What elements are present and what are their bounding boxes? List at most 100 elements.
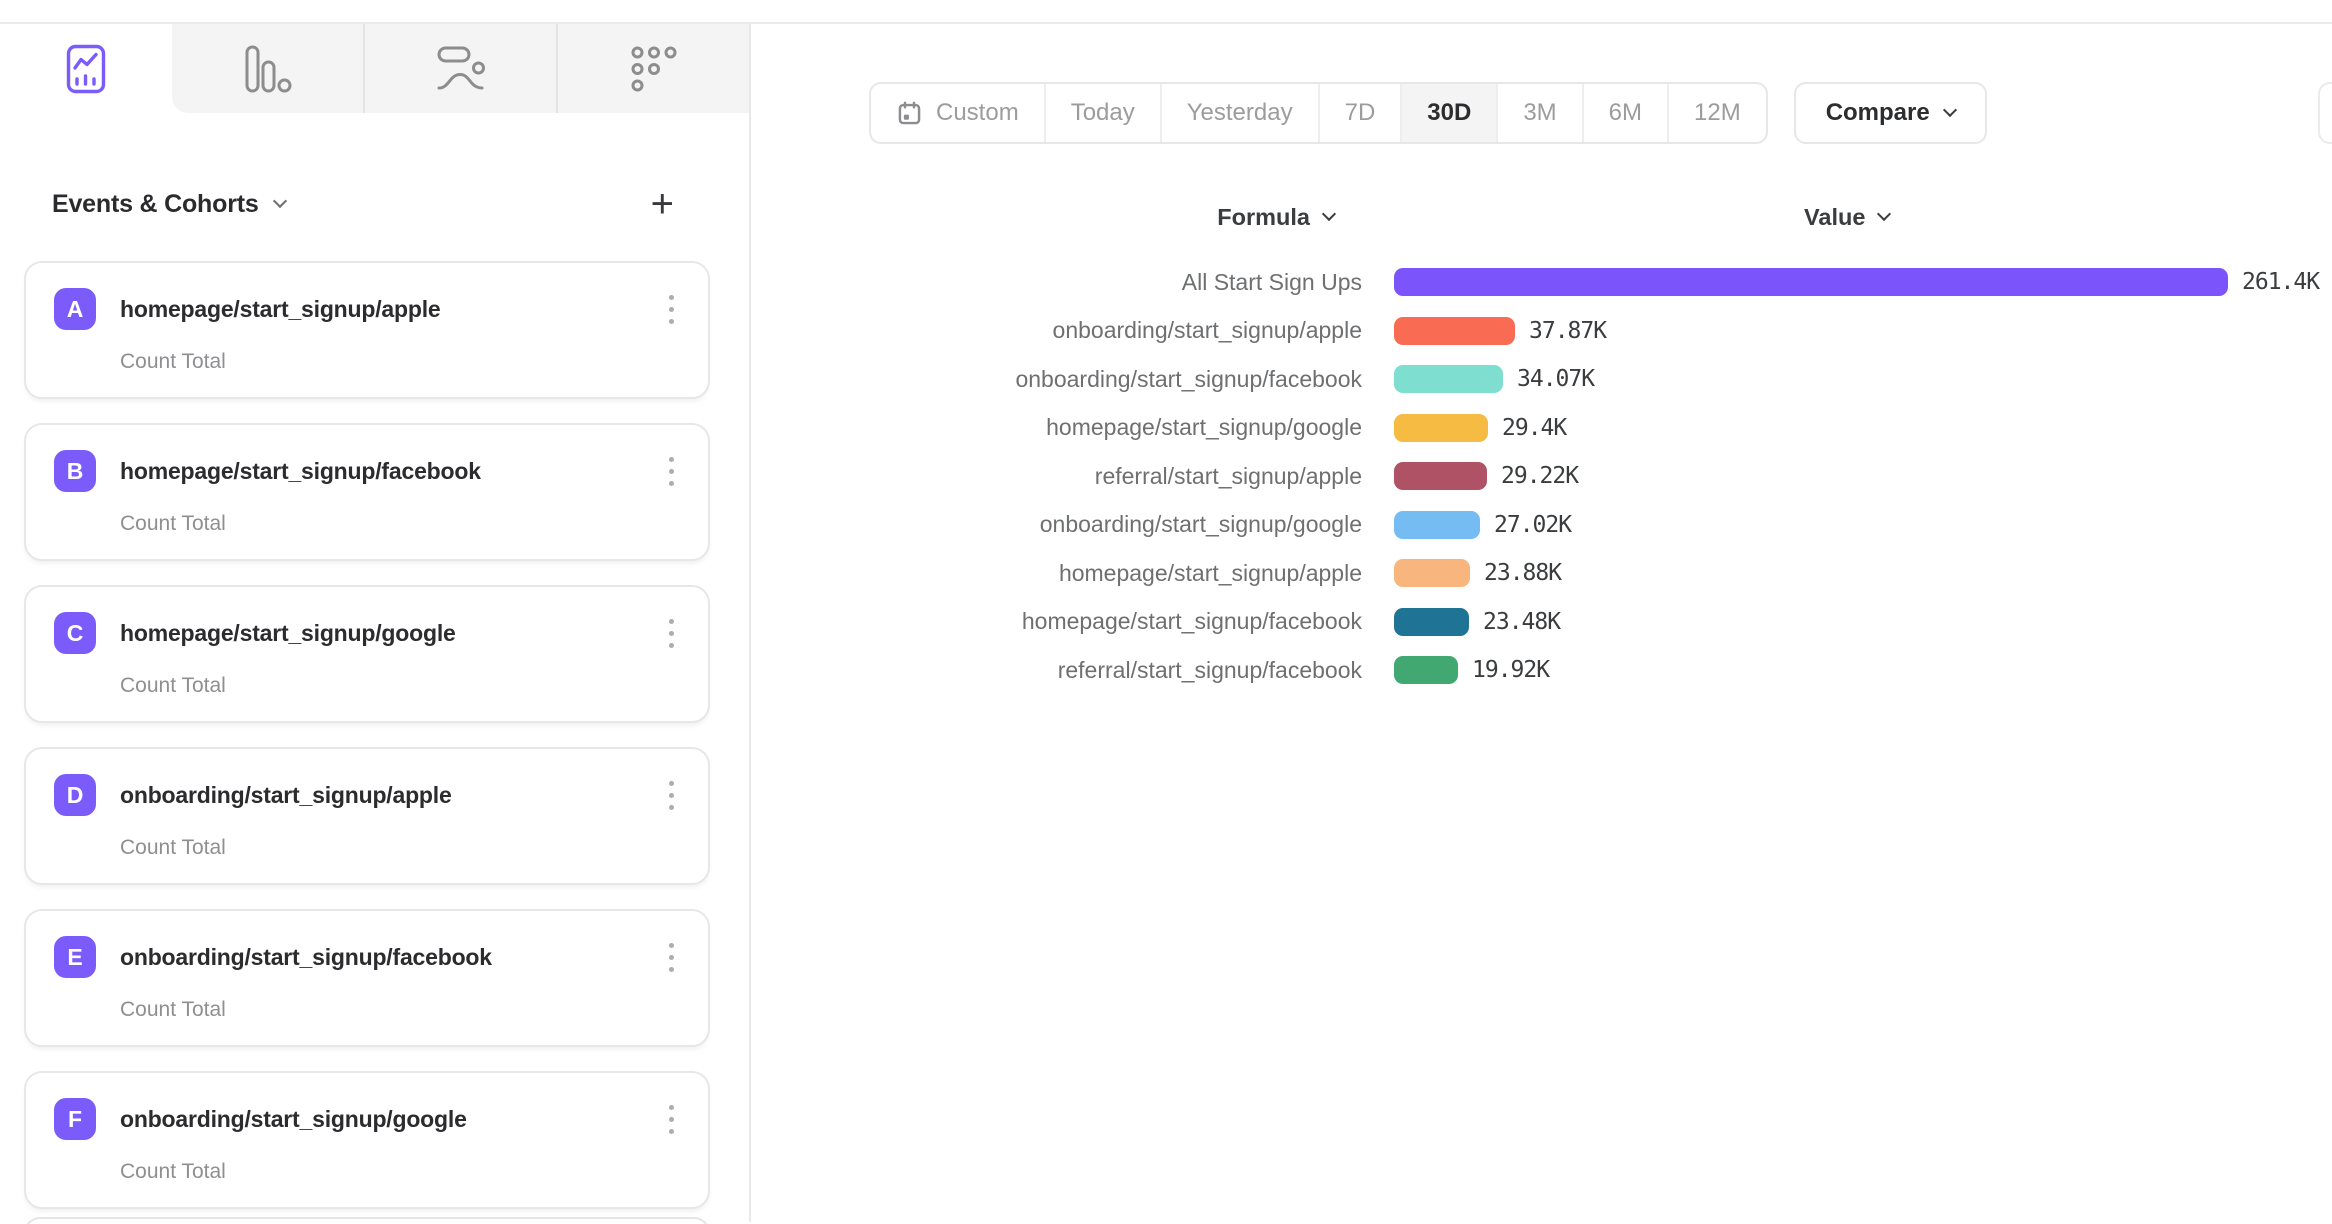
row-bar[interactable] xyxy=(1394,365,1503,394)
date-range-picker: Custom Today Yesterday 7D 30D 3M 6M 12M xyxy=(869,82,1768,144)
event-metric[interactable]: Count Total xyxy=(120,350,226,373)
flows-report-icon xyxy=(437,46,485,89)
row-label[interactable]: referral/start_signup/apple xyxy=(1094,462,1362,489)
chart-row: onboarding/start_signup/facebook 34.07K xyxy=(751,355,2332,404)
inactive-tab-group xyxy=(172,24,749,113)
add-event-button[interactable]: + xyxy=(650,182,674,226)
row-bar[interactable] xyxy=(1394,413,1488,442)
event-letter-badge: B xyxy=(54,450,96,492)
row-value: 19.92K xyxy=(1472,657,1550,684)
row-label[interactable]: referral/start_signup/facebook xyxy=(1057,656,1362,683)
formula-column-header[interactable]: Formula xyxy=(1217,204,1337,231)
bar-chart: Formula Value All Start Sign Ups 261.4K … xyxy=(751,200,2332,695)
row-value: 37.87K xyxy=(1529,317,1607,344)
next-card-hint xyxy=(24,1217,710,1224)
row-value: 34.07K xyxy=(1517,366,1595,393)
chart-row: referral/start_signup/apple 29.22K xyxy=(751,452,2332,501)
event-metric[interactable]: Count Total xyxy=(120,1160,226,1183)
chart-row: onboarding/start_signup/google 27.02K xyxy=(751,501,2332,550)
event-metric[interactable]: Count Total xyxy=(120,998,226,1021)
date-range-label: Yesterday xyxy=(1186,99,1293,126)
chart-row: homepage/start_signup/facebook 23.48K xyxy=(751,598,2332,647)
row-bar[interactable] xyxy=(1394,462,1487,491)
chart-row: homepage/start_signup/apple 23.88K xyxy=(751,549,2332,598)
date-range-12m[interactable]: 12M xyxy=(1667,84,1766,142)
chevron-down-icon xyxy=(1321,206,1337,222)
line-chart-report-icon xyxy=(66,44,106,93)
calendar-icon xyxy=(898,101,921,124)
row-label[interactable]: onboarding/start_signup/google xyxy=(1039,511,1362,538)
date-range-custom[interactable]: Custom xyxy=(871,84,1044,142)
compare-button[interactable]: Compare xyxy=(1793,82,1987,144)
event-card[interactable]: A homepage/start_signup/apple Count Tota… xyxy=(24,261,710,399)
date-range-today[interactable]: Today xyxy=(1043,84,1160,142)
row-bar[interactable] xyxy=(1394,559,1470,588)
chart-row: homepage/start_signup/google 29.4K xyxy=(751,404,2332,453)
row-label[interactable]: homepage/start_signup/facebook xyxy=(1021,608,1362,635)
row-label[interactable]: onboarding/start_signup/facebook xyxy=(1015,365,1362,392)
row-value: 29.4K xyxy=(1502,414,1567,441)
row-value: 23.48K xyxy=(1483,608,1561,635)
event-name: homepage/start_signup/facebook xyxy=(120,457,481,484)
events-cohorts-header: Events & Cohorts + xyxy=(24,182,710,226)
tab-bar-chart[interactable] xyxy=(172,24,363,113)
row-value: 29.22K xyxy=(1501,463,1579,490)
row-bar[interactable] xyxy=(1394,316,1515,345)
event-letter-badge: E xyxy=(54,936,96,978)
date-range-yesterday[interactable]: Yesterday xyxy=(1159,84,1318,142)
event-metric[interactable]: Count Total xyxy=(120,674,226,697)
kebab-menu-icon[interactable] xyxy=(663,453,680,490)
event-card[interactable]: E onboarding/start_signup/facebook Count… xyxy=(24,909,710,1047)
chart-rows: All Start Sign Ups 261.4K onboarding/sta… xyxy=(751,258,2332,695)
row-bar[interactable] xyxy=(1394,607,1469,636)
value-column-header[interactable]: Value xyxy=(1804,204,1892,231)
kebab-menu-icon[interactable] xyxy=(663,615,680,652)
event-list: A homepage/start_signup/apple Count Tota… xyxy=(24,261,710,1209)
date-range-7d[interactable]: 7D xyxy=(1317,84,1401,142)
sidebar: Events & Cohorts + A homepage/start_sign… xyxy=(0,24,751,1224)
chart-column-headers: Formula Value xyxy=(751,200,2332,234)
row-bar[interactable] xyxy=(1394,656,1458,685)
date-range-30d[interactable]: 30D xyxy=(1400,84,1497,142)
row-bar[interactable] xyxy=(1394,510,1480,539)
events-cohorts-title: Events & Cohorts xyxy=(52,189,259,218)
chart-row: onboarding/start_signup/apple 37.87K xyxy=(751,307,2332,356)
date-range-3m[interactable]: 3M xyxy=(1496,84,1581,142)
event-card[interactable]: D onboarding/start_signup/apple Count To… xyxy=(24,747,710,885)
event-letter-badge: D xyxy=(54,774,96,816)
date-range-label: Custom xyxy=(936,99,1019,126)
compare-label: Compare xyxy=(1825,99,1930,126)
row-value: 27.02K xyxy=(1494,511,1572,538)
top-border xyxy=(0,0,2332,24)
row-label[interactable]: onboarding/start_signup/apple xyxy=(1052,317,1362,344)
event-card[interactable]: F onboarding/start_signup/google Count T… xyxy=(24,1071,710,1209)
date-range-label: 6M xyxy=(1608,99,1642,126)
row-label[interactable]: homepage/start_signup/google xyxy=(1046,414,1362,441)
date-range-6m[interactable]: 6M xyxy=(1581,84,1667,142)
workspace: Events & Cohorts + A homepage/start_sign… xyxy=(0,24,2332,1224)
event-letter-badge: C xyxy=(54,612,96,654)
row-bar[interactable] xyxy=(1394,268,2228,297)
kebab-menu-icon[interactable] xyxy=(663,291,680,328)
event-card[interactable]: B homepage/start_signup/facebook Count T… xyxy=(24,423,710,561)
chevron-down-icon xyxy=(1942,102,1957,118)
tab-retention[interactable] xyxy=(556,24,749,113)
kebab-menu-icon[interactable] xyxy=(663,1101,680,1138)
event-letter-badge: A xyxy=(54,288,96,330)
tab-insights-line-chart[interactable] xyxy=(0,24,172,113)
event-card[interactable]: C homepage/start_signup/google Count Tot… xyxy=(24,585,710,723)
row-label[interactable]: All Start Sign Ups xyxy=(1181,268,1362,295)
offscreen-button-partial[interactable] xyxy=(2318,82,2332,144)
row-label[interactable]: homepage/start_signup/apple xyxy=(1058,559,1362,586)
event-metric[interactable]: Count Total xyxy=(120,512,226,535)
date-range-label: 30D xyxy=(1427,99,1472,126)
date-range-label: 3M xyxy=(1523,99,1557,126)
event-metric[interactable]: Count Total xyxy=(120,836,226,859)
report-type-tabs xyxy=(0,24,749,113)
kebab-menu-icon[interactable] xyxy=(663,777,680,814)
event-letter-badge: F xyxy=(54,1098,96,1140)
tab-flows[interactable] xyxy=(363,24,556,113)
retention-dots-report-icon xyxy=(631,46,676,91)
kebab-menu-icon[interactable] xyxy=(663,939,680,976)
events-cohorts-dropdown[interactable]: Events & Cohorts xyxy=(52,189,287,219)
